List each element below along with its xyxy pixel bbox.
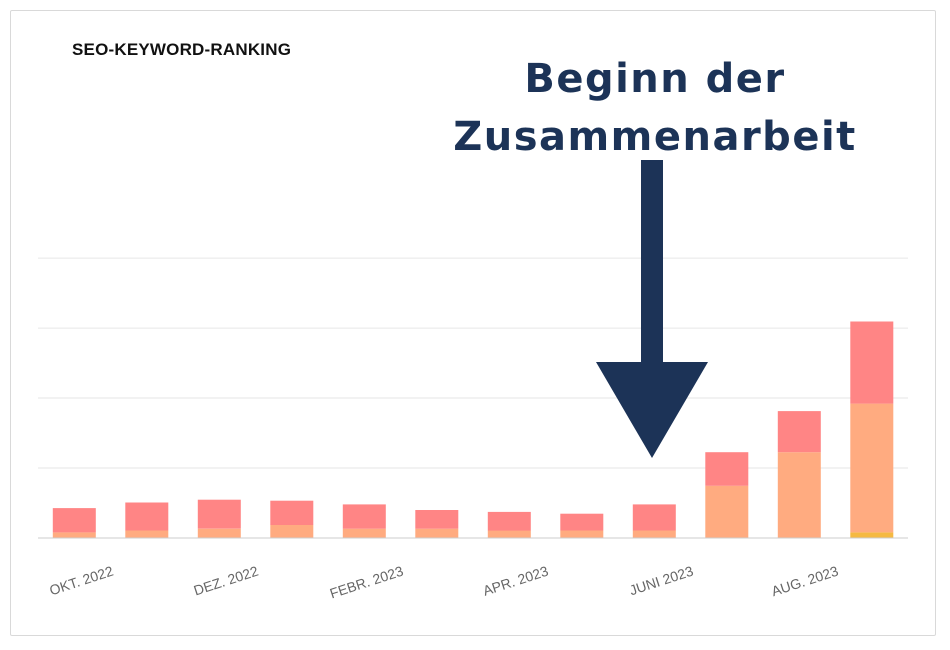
x-tick-label: FEBR. 2023 <box>328 563 406 602</box>
bar-segment <box>52 508 96 533</box>
x-tick-label: AUG. 2023 <box>769 563 840 600</box>
bar-segment <box>777 411 821 453</box>
bar-segment <box>415 510 459 529</box>
bars <box>52 321 894 538</box>
x-tick-label: OKT. 2022 <box>47 563 115 599</box>
bar-segment <box>197 528 241 538</box>
bar-segment <box>197 499 241 529</box>
bar-segment <box>270 500 314 525</box>
bar-segment <box>487 530 531 538</box>
bar-segment <box>342 528 386 538</box>
x-tick-label: JUNI 2023 <box>627 563 695 599</box>
bar-segment <box>632 530 676 538</box>
bar-segment <box>850 321 894 404</box>
bar-segment <box>850 403 894 533</box>
bar-segment <box>560 513 604 531</box>
bar-segment <box>777 452 821 538</box>
bar-segment <box>632 504 676 531</box>
bar-segment <box>125 502 169 531</box>
annotation-text: Beginn der Zusammenarbeit <box>400 50 910 166</box>
bar-segment <box>342 504 386 529</box>
bar-segment <box>270 524 314 538</box>
bar-segment <box>850 532 894 538</box>
down-arrow-icon <box>596 160 708 458</box>
x-tick-labels: OKT. 2022 DEZ. 2022 FEBR. 2023 APR. 2023 JUN… <box>47 563 840 602</box>
bar-segment <box>560 530 604 538</box>
annotation-line-2: Zusammenarbeit <box>453 114 857 160</box>
grid-lines <box>38 257 908 469</box>
bar-segment <box>487 511 531 531</box>
bar-segment <box>705 485 749 538</box>
bar-segment <box>415 528 459 538</box>
x-tick-label: APR. 2023 <box>481 563 551 599</box>
bar-segment <box>52 532 96 538</box>
chart-title: SEO-KEYWORD-RANKING <box>72 40 292 59</box>
bar-segment <box>125 530 169 538</box>
annotation-line-1: Beginn der <box>524 56 786 102</box>
bar-segment <box>705 452 749 486</box>
x-tick-label: DEZ. 2022 <box>192 563 261 599</box>
